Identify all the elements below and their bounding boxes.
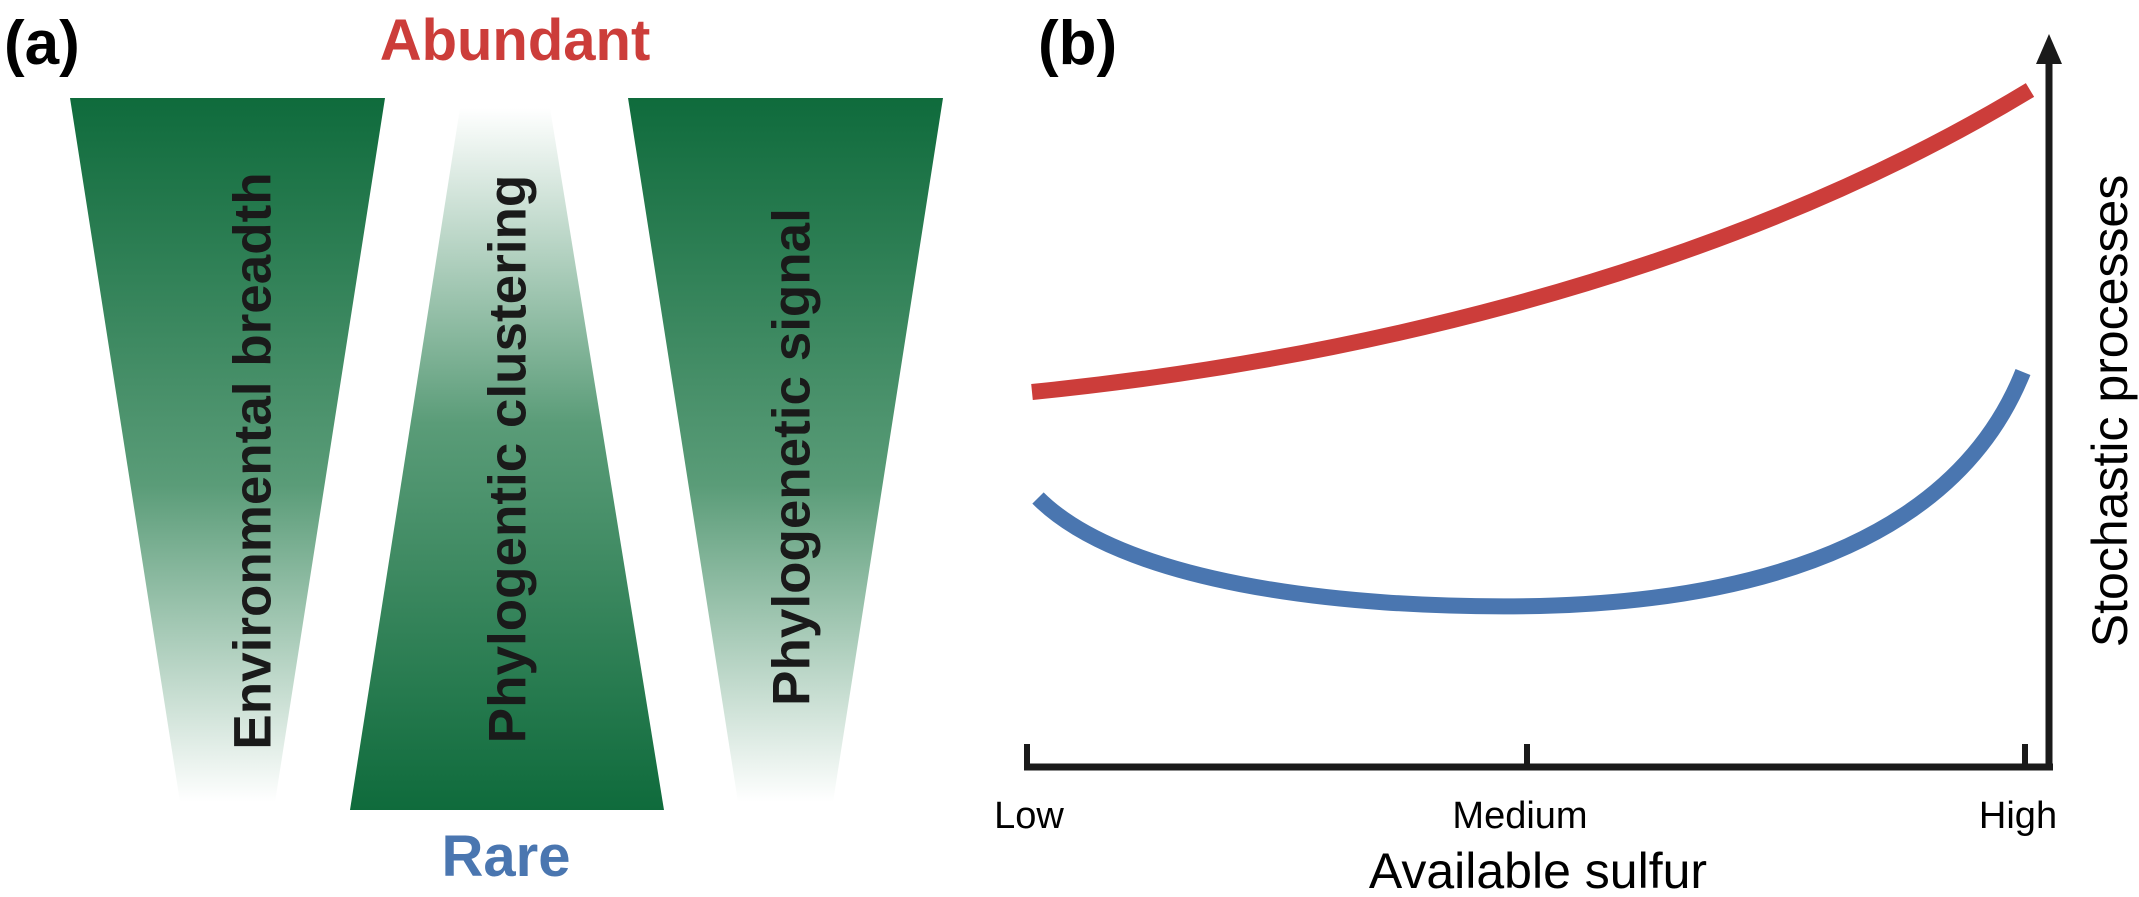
panel-b: (b) Low Medium High Available sulfur Sto… (994, 9, 2138, 897)
panel-a-label: (a) (4, 9, 80, 78)
wedge-3-shape (628, 98, 943, 802)
panel-b-label: (b) (1038, 9, 1117, 78)
panel-a: (a) Abundant Environmental breadth Phylo… (4, 8, 943, 889)
x-axis-title: Available sulfur (1369, 843, 1707, 897)
wedge-phylogenetic-signal: Phylogenetic signal (628, 98, 943, 802)
wedge-3-text: Phylogenetic signal (763, 208, 822, 706)
y-axis-arrowhead (2036, 34, 2062, 64)
abundant-label: Abundant (380, 8, 651, 73)
x-tick-label-medium: Medium (1452, 795, 1587, 837)
x-axis: Low Medium High Available sulfur (994, 744, 2057, 897)
wedge-2-shape (350, 108, 664, 810)
y-axis-title: Stochastic processes (2082, 175, 2138, 647)
wedge-1-text: Environmental breadth (224, 172, 283, 749)
wedge-1-shape (70, 98, 385, 802)
rare-curve (1032, 369, 2031, 615)
rare-label: Rare (442, 824, 571, 889)
wedge-2-text: Phylogentic clustering (479, 175, 538, 743)
wedge-phylogentic-clustering: Phylogentic clustering (350, 108, 664, 810)
x-tick-label-high: High (1979, 795, 2057, 837)
abundant-curve (1031, 83, 2035, 400)
x-tick-label-low: Low (994, 795, 1064, 837)
wedge-environmental-breadth: Environmental breadth (70, 98, 385, 802)
y-axis: Stochastic processes (2036, 34, 2138, 770)
